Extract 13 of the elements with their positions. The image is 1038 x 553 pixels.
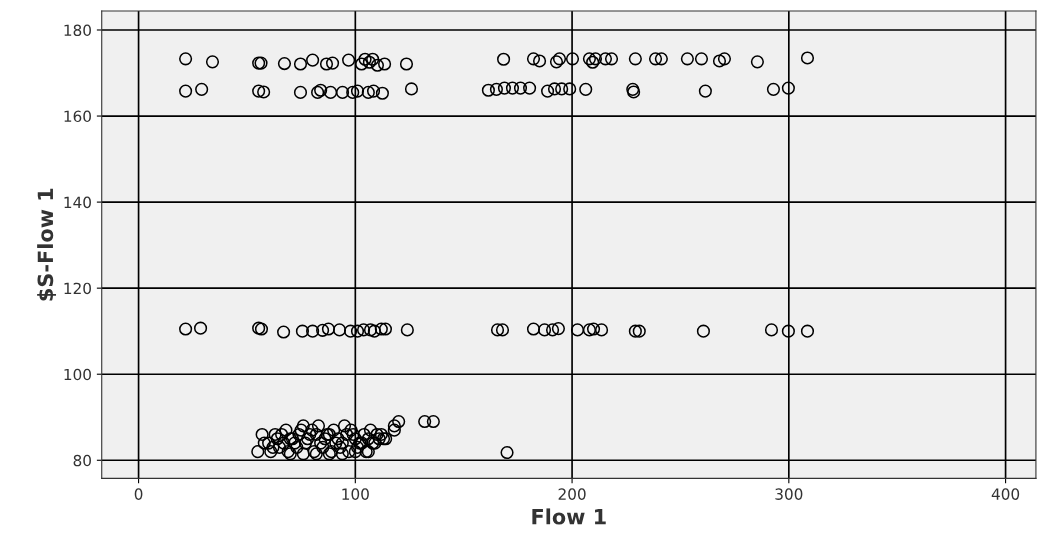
x-tick-label: 100 [342,488,369,500]
y-axis-title: $S-Flow 1 [37,188,57,301]
y-tick-label: 80 [73,454,91,467]
y-tick-label: 140 [64,196,91,209]
y-tick-label: 120 [64,282,91,295]
y-tick-label: 180 [64,24,91,37]
y-tick-label: 100 [64,368,91,381]
x-axis-title: Flow 1 [532,508,606,525]
x-tick-label: 200 [558,488,586,500]
x-tick-label: 300 [775,488,803,500]
x-tick-label: 400 [991,488,1020,500]
x-tick-label: 0 [134,488,143,500]
y-tick-label: 160 [64,110,91,123]
